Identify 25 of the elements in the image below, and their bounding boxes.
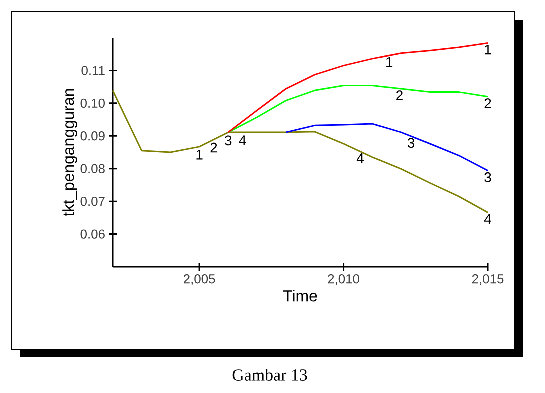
x-tick-label: 2,015 (472, 274, 504, 286)
x-tick-label: 2,010 (328, 274, 360, 286)
x-tick-label: 2,005 (184, 274, 216, 286)
y-tick-label: 0.08 (80, 164, 105, 174)
y-axis-title: tkt_pengangguran (62, 89, 78, 217)
y-tick-label: 0.07 (80, 196, 105, 206)
y-tick-label: 0.06 (80, 230, 105, 239)
series-label: 3 (408, 138, 415, 148)
text: 3 (484, 172, 492, 182)
y-tick-label: 0.09 (80, 132, 105, 141)
text: 1 (485, 44, 492, 55)
series-label: 4 (356, 154, 364, 164)
text: Gambar 13 (232, 369, 308, 381)
text: 2 (484, 98, 492, 108)
x-axis-title: Time (283, 290, 318, 302)
y-tick-label: 0.10 (80, 98, 105, 108)
text: 1 (196, 150, 203, 160)
text: 2 (210, 142, 218, 153)
series-label: 2 (396, 90, 403, 100)
line-series (285, 123, 489, 172)
text: 4 (484, 214, 492, 224)
text: 3 (225, 136, 232, 146)
y-tick-label: 0.11 (82, 66, 105, 76)
text: 4 (239, 136, 246, 146)
series-label: 1 (386, 57, 393, 68)
